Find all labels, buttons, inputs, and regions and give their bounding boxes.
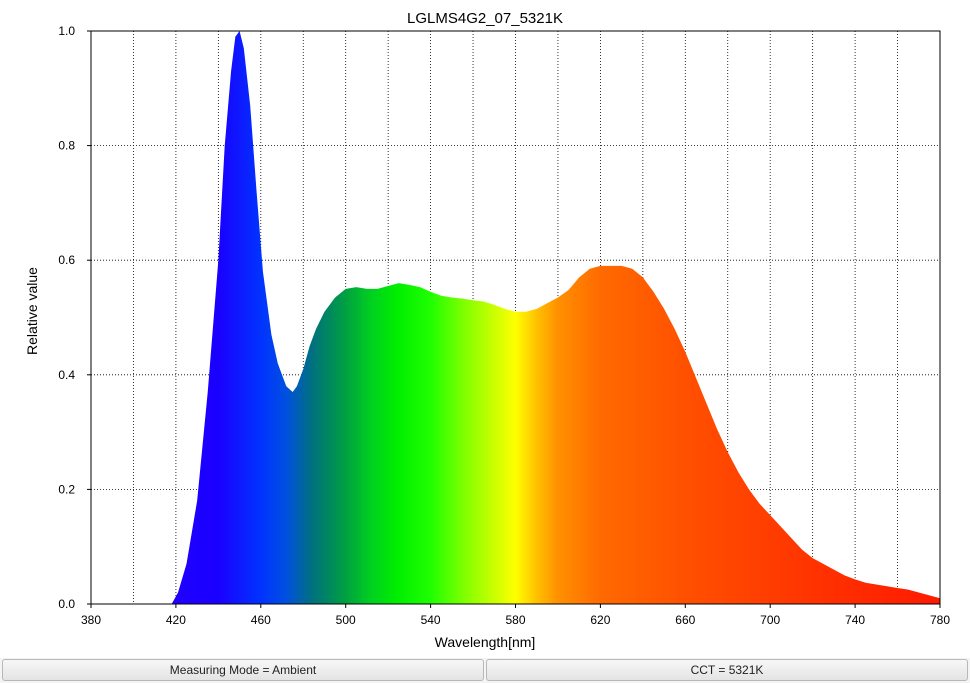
- spectrum-area: [91, 31, 940, 604]
- x-tick-label: 420: [166, 613, 186, 627]
- y-axis-label: Relative value: [24, 267, 40, 355]
- y-tick-label: 0.0: [58, 597, 75, 611]
- x-tick-label: 580: [505, 613, 525, 627]
- y-axis-ticks: 0.0 0.2 0.4 0.6 0.8 1.0: [58, 24, 91, 611]
- status-bar: Measuring Mode = Ambient CCT = 5321K: [0, 658, 970, 683]
- y-tick-label: 0.2: [58, 482, 75, 496]
- plot-area: [90, 30, 941, 605]
- x-tick-label: 620: [590, 613, 610, 627]
- measuring-mode-status: Measuring Mode = Ambient: [2, 659, 484, 681]
- spectrum-area-layer: [91, 31, 940, 604]
- x-tick-label: 500: [336, 613, 356, 627]
- x-tick-label: 700: [760, 613, 780, 627]
- y-tick-label: 0.4: [58, 368, 75, 382]
- y-tick-label: 0.6: [58, 253, 75, 267]
- x-tick-label: 460: [251, 613, 271, 627]
- x-tick-label: 540: [421, 613, 441, 627]
- chart-title: LGLMS4G2_07_5321K: [407, 10, 563, 27]
- x-tick-label: 660: [675, 613, 695, 627]
- spectrum-chart: 380 420 460 500 540 580 620 660 700 740 780 0.0 0.2…: [24, 10, 950, 650]
- y-tick-label: 0.8: [58, 139, 75, 153]
- x-tick-label: 380: [81, 613, 101, 627]
- y-tick-label: 1.0: [58, 24, 75, 38]
- x-tick-label: 780: [930, 613, 950, 627]
- x-tick-label: 740: [845, 613, 865, 627]
- cct-status: CCT = 5321K: [486, 659, 968, 681]
- x-axis-ticks: 380 420 460 500 540 580 620 660 700 740 780: [81, 604, 950, 627]
- x-axis-label: Wavelength[nm]: [435, 634, 536, 650]
